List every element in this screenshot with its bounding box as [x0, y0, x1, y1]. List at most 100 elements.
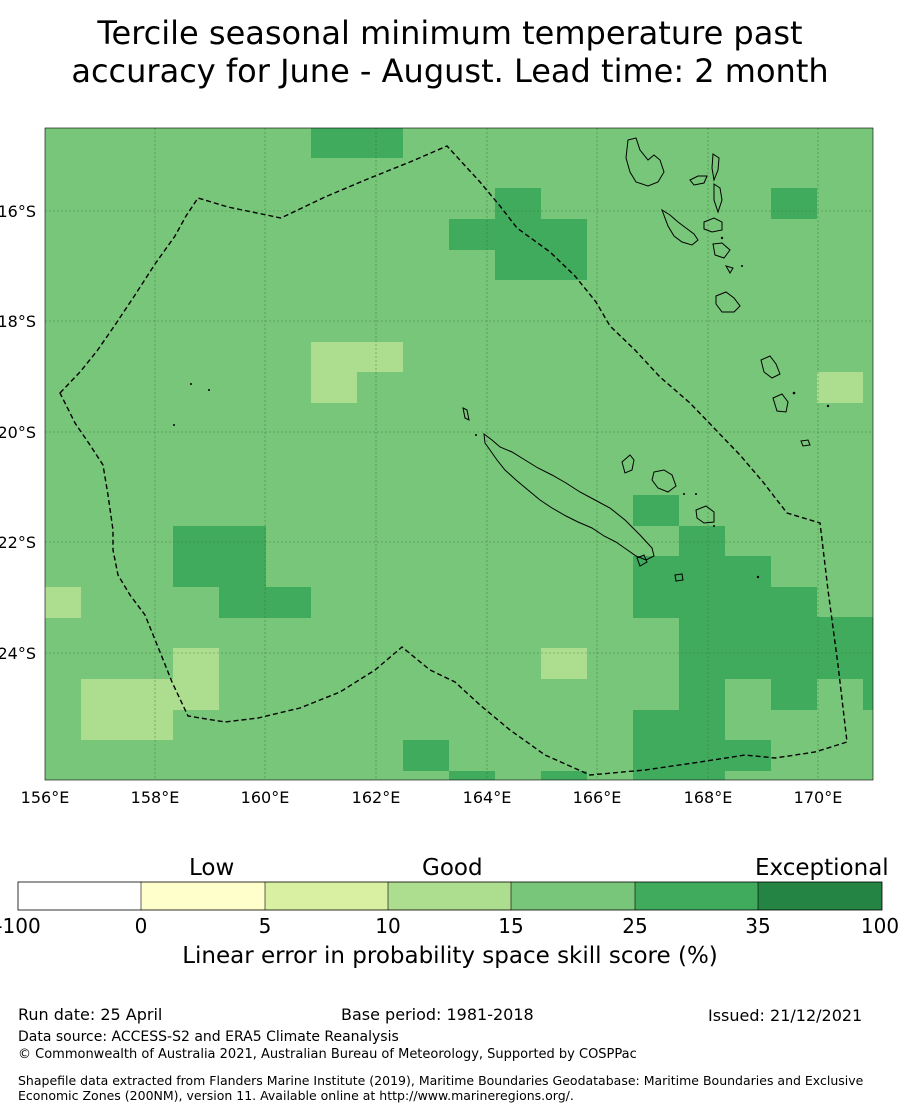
vanuatu-tanna-group: [715, 291, 741, 313]
islet: [741, 265, 743, 267]
islet: [792, 391, 796, 395]
cell-high: [173, 526, 266, 587]
data-source: Data source: ACCESS-S2 and ERA5 Climate …: [18, 1029, 399, 1045]
colorbar-segment: [635, 882, 759, 910]
vanuatu-island-pentecost: [713, 183, 723, 214]
loyalty-island-ouvea: [621, 454, 635, 474]
islet: [683, 493, 685, 495]
vanuatu-malekula: [661, 208, 699, 246]
cell-high: [495, 188, 541, 220]
cell-high: [633, 710, 725, 780]
island-east-1: [760, 355, 781, 379]
vanuatu-island-north: [711, 153, 720, 182]
islet: [208, 389, 210, 391]
lon-tick-label: 170°E: [794, 788, 843, 807]
islet: [826, 404, 830, 408]
vanuatu-efate: [703, 217, 723, 233]
lon-tick-labels: 156°E 158°E 160°E 162°E 164°E 166°E 168°…: [21, 788, 843, 807]
lon-tick-label: 160°E: [241, 788, 290, 807]
vanuatu-espiritu-santo: [625, 137, 665, 187]
lat-tick-label: 18°S: [0, 312, 36, 331]
colorbar-segment: [758, 882, 882, 910]
cell-low: [81, 679, 219, 710]
colorbar-segment: [18, 882, 142, 910]
cell-high: [863, 679, 873, 710]
colorbar-tick: 100: [860, 914, 900, 938]
cell-high: [679, 526, 725, 557]
map-panel: [44, 127, 874, 781]
colorbar-tick: 35: [745, 914, 771, 938]
vanuatu-island-mid: [712, 242, 731, 259]
lon-tick-label: 166°E: [573, 788, 622, 807]
colorbar-segment: [265, 882, 389, 910]
cell-high: [633, 556, 679, 618]
isle-of-pines: [636, 554, 648, 567]
base-period: Base period: 1981-2018: [341, 1005, 534, 1024]
cell-high: [633, 495, 679, 526]
colorbar-category-low: Low: [189, 855, 235, 881]
lat-tick-labels: 16°S 18°S 20°S 22°S 24°S: [0, 202, 36, 663]
cell-low: [311, 371, 357, 403]
lon-tick-label: 158°E: [131, 788, 180, 807]
lat-tick-label: 16°S: [0, 202, 36, 221]
lon-tick-label: 164°E: [463, 788, 512, 807]
islet: [756, 575, 760, 579]
skill-cells-high: [173, 128, 873, 780]
title-line-1: Tercile seasonal minimum temperature pas…: [97, 14, 803, 52]
eez-boundary: [59, 145, 848, 776]
islet: [475, 434, 477, 436]
islet: [695, 493, 697, 495]
colorbar-tick: 15: [498, 914, 524, 938]
cell-high: [679, 556, 771, 587]
lat-tick-label: 22°S: [0, 533, 36, 552]
cell-low: [173, 648, 219, 679]
colorbar-segment: [511, 882, 635, 910]
vanuatu-islet: [724, 265, 734, 274]
colorbar-category-good: Good: [422, 855, 483, 881]
lat-tick-label: 20°S: [0, 423, 36, 442]
colorbar-tick: -100: [0, 914, 41, 938]
cell-high: [679, 679, 725, 710]
run-date: Run date: 25 April: [18, 1005, 163, 1024]
cell-low: [817, 372, 863, 403]
colorbar-label: Linear error in probability space skill …: [182, 943, 718, 969]
island-east-3: [800, 439, 811, 447]
islet: [713, 525, 715, 527]
cell-high: [679, 617, 873, 679]
islet: [173, 424, 175, 426]
new-caledonia-main-island: [483, 432, 655, 561]
lat-tick-label: 24°S: [0, 644, 36, 663]
copyright: © Commonwealth of Australia 2021, Austra…: [18, 1047, 637, 1062]
islet-dots: [173, 236, 830, 579]
colorbar-tick: 25: [622, 914, 648, 938]
map-gridlines: [45, 128, 873, 780]
colorbar-segment: [141, 882, 265, 910]
colorbar-frame: [17, 881, 883, 911]
cell-high: [311, 128, 403, 158]
lon-tick-label: 162°E: [352, 788, 401, 807]
island-east-2: [772, 393, 789, 413]
islet-belep: [462, 407, 470, 421]
colorbar-tick: 5: [258, 914, 272, 938]
cell-high: [495, 249, 587, 280]
cell-low: [541, 648, 587, 679]
vanuatu-island-small: [689, 175, 708, 186]
loyalty-island-mare: [695, 505, 715, 524]
cell-high: [771, 188, 817, 219]
cell-low: [311, 342, 403, 372]
shapefile-credit: Shapefile data extracted from Flanders M…: [18, 1073, 864, 1103]
coastlines: [462, 137, 811, 582]
islet: [190, 383, 192, 385]
cell-high: [679, 587, 817, 618]
cell-high: [449, 219, 587, 250]
cell-low: [81, 709, 173, 740]
map-title: Tercile seasonal minimum temperature pas…: [0, 14, 900, 90]
lon-tick-label: 156°E: [21, 788, 70, 807]
lon-tick-label: 168°E: [684, 788, 733, 807]
skill-cells-low: [45, 342, 863, 740]
islet-walpole: [674, 573, 684, 582]
colorbar-tick: 10: [375, 914, 401, 938]
cell-high: [403, 740, 449, 771]
loyalty-island-lifou: [651, 469, 677, 493]
